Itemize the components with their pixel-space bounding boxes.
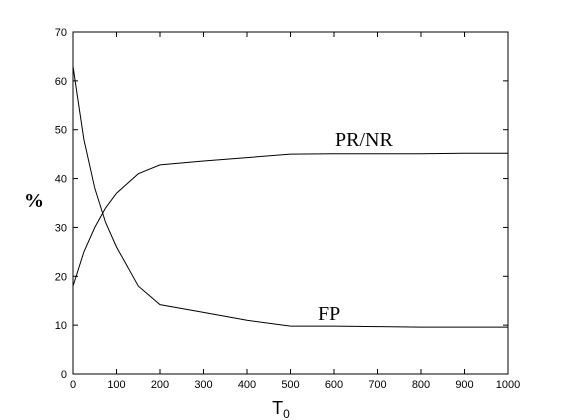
- series-line-pr-nr: [72, 152, 508, 287]
- x-tick-label: 400: [238, 379, 256, 391]
- x-tick-labels: 0 100 200 300 400 500 600 700 800 900 1000: [70, 379, 520, 391]
- series-label-pr-nr: PR/NR: [335, 129, 393, 151]
- x-axis-label-main: T: [272, 398, 283, 418]
- y-tick-label: 60: [55, 76, 67, 88]
- series-line-fp: [72, 66, 508, 328]
- axis-ticks: [72, 31, 509, 375]
- y-tick-label: 70: [55, 27, 67, 39]
- y-tick-label: 10: [55, 320, 67, 332]
- x-tick-label: 200: [151, 379, 169, 391]
- x-axis-label: T0: [272, 398, 290, 420]
- x-tick-label: 600: [325, 379, 343, 391]
- y-tick-labels: 0 10 20 30 40 50 60 70: [55, 27, 67, 381]
- y-tick-label: 40: [55, 174, 67, 186]
- y-tick-label: 30: [55, 222, 67, 234]
- y-tick-label: 0: [61, 369, 67, 381]
- x-tick-label: 900: [455, 379, 473, 391]
- x-tick-label: 700: [368, 379, 386, 391]
- y-tick-label: 20: [55, 271, 67, 283]
- x-tick-label: 800: [412, 379, 430, 391]
- y-axis-label: %: [24, 190, 44, 212]
- x-tick-label: 500: [281, 379, 299, 391]
- x-tick-label: 300: [194, 379, 212, 391]
- x-tick-label: 1000: [496, 379, 520, 391]
- x-tick-label: 100: [107, 379, 125, 391]
- y-tick-label: 50: [55, 125, 67, 137]
- series-lines: [72, 66, 508, 328]
- x-tick-label: 0: [70, 379, 76, 391]
- x-axis-label-subscript: 0: [283, 407, 290, 420]
- plot-area: [72, 31, 509, 375]
- series-label-fp: FP: [318, 303, 340, 325]
